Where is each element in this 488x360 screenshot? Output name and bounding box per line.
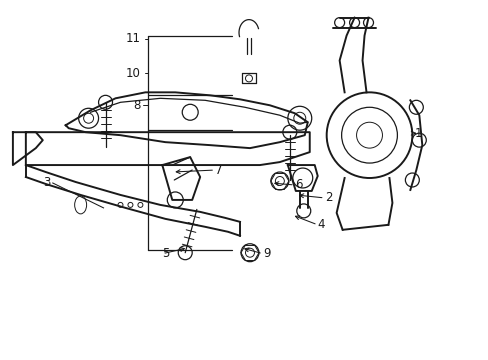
Text: 9: 9 (263, 247, 270, 260)
Text: 4: 4 (317, 218, 325, 231)
Text: 3: 3 (43, 176, 51, 189)
Text: 8: 8 (133, 99, 140, 112)
Text: 11: 11 (125, 32, 140, 45)
Text: 10: 10 (125, 67, 140, 80)
Text: 6: 6 (294, 179, 302, 192)
Text: 7: 7 (215, 163, 222, 176)
Text: 1: 1 (413, 127, 421, 140)
Text: 2: 2 (324, 192, 331, 204)
Text: 5: 5 (162, 247, 169, 260)
